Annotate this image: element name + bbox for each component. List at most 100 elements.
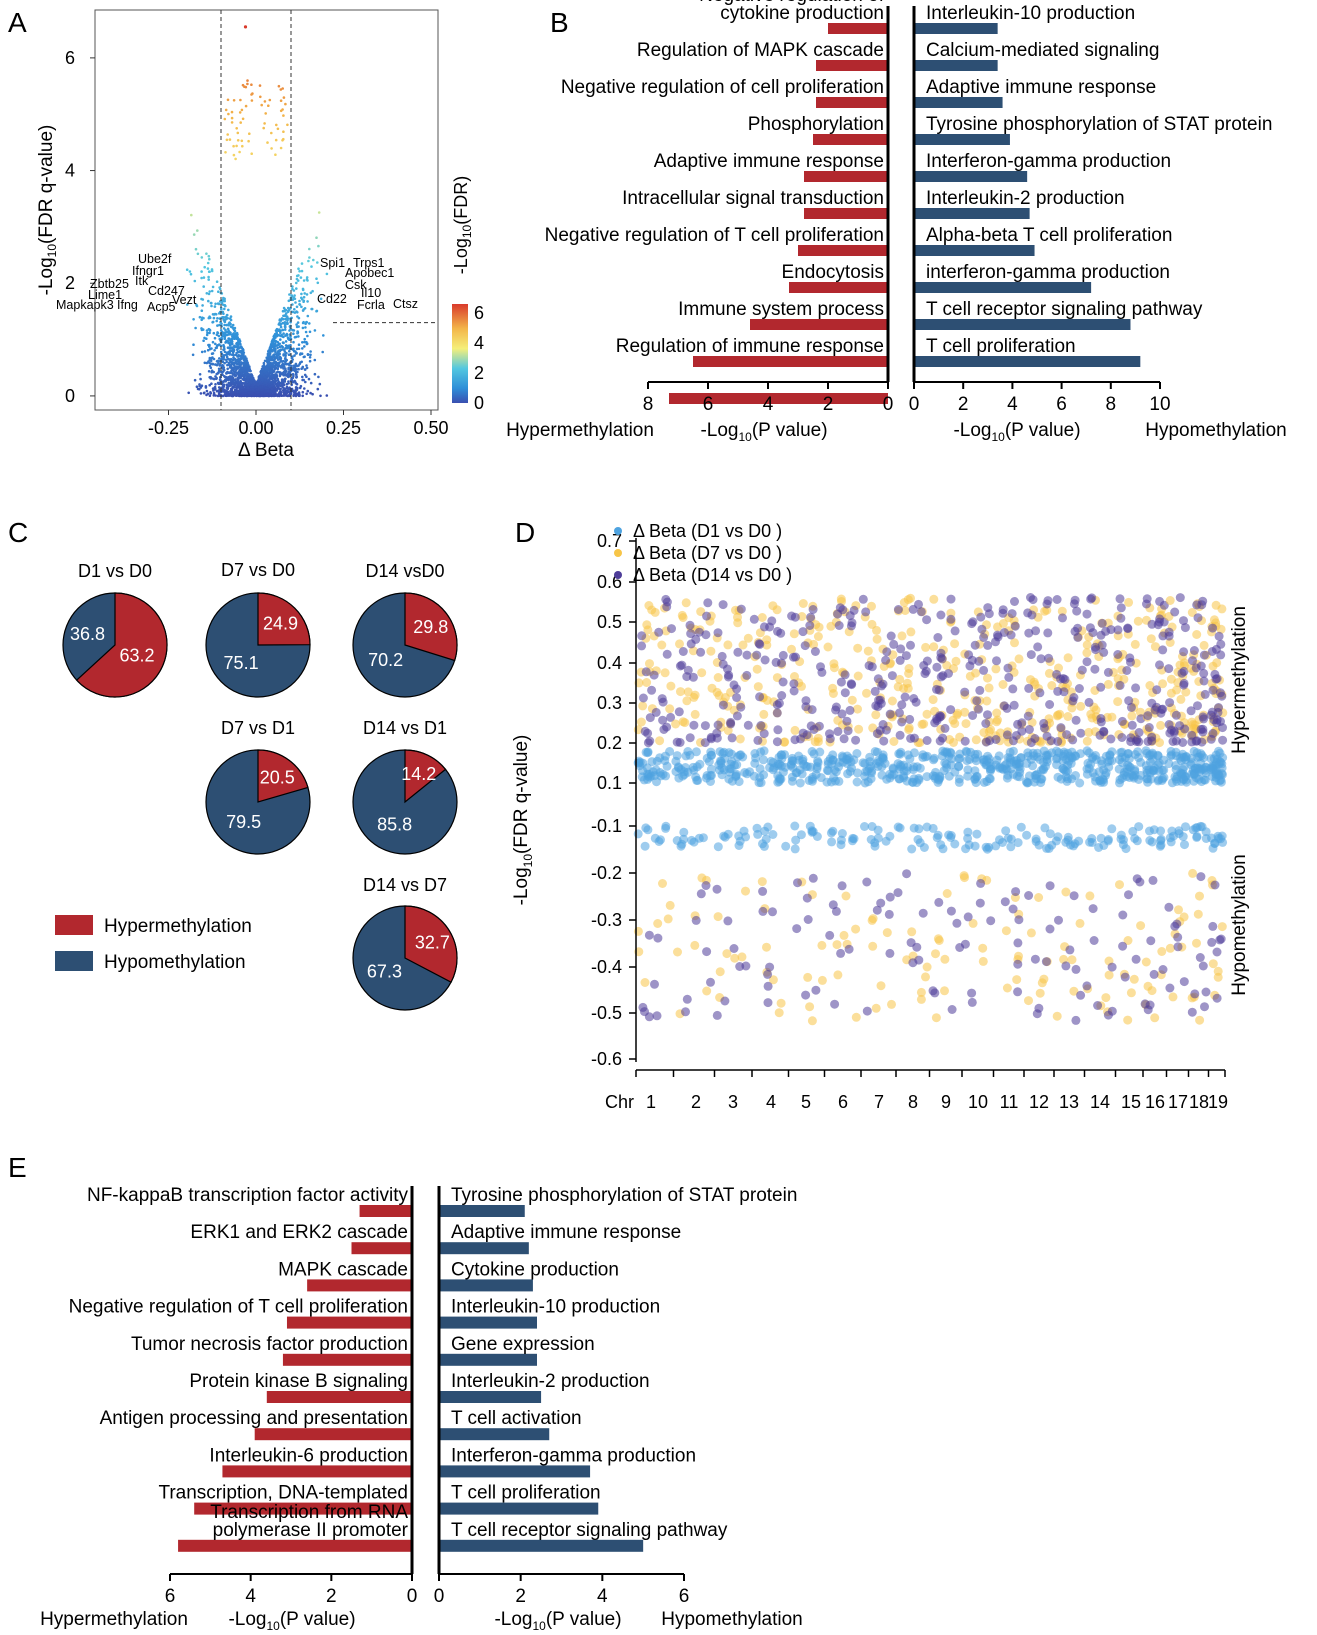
manhattan-point-d7: [829, 659, 839, 669]
manhattan-point-d14: [1082, 657, 1092, 667]
manhattan-point-d1: [1085, 837, 1095, 847]
manhattan-point-d14: [1096, 714, 1106, 723]
manhattan-point-d7: [992, 717, 1002, 727]
manhattan-point-d14: [870, 686, 880, 696]
volcano-point: [230, 121, 234, 124]
volcano-point: [260, 371, 264, 375]
manhattan-point-d14: [946, 594, 956, 604]
manhattan-point-d1: [672, 751, 682, 761]
b-axes: 8 6 4 2 0 0 2 4 6 8 10: [643, 6, 1171, 415]
volcano-point: [288, 293, 291, 296]
manhattan-point-d14: [701, 881, 711, 890]
volcano-point: [213, 336, 217, 340]
manhattan-point-d14: [872, 905, 882, 915]
manhattan-point-d1: [896, 762, 906, 772]
volcano-point: [313, 329, 317, 332]
volcano-point: [217, 386, 221, 389]
manhattan-point-d14: [645, 736, 655, 746]
manhattan-point-d1: [866, 835, 876, 844]
gene-label: Csk: [345, 278, 367, 292]
manhattan-point-d14: [922, 736, 932, 745]
manhattan-point-d14: [726, 717, 736, 727]
manhattan-point-d1: [1061, 837, 1071, 847]
volcano-point: [228, 317, 232, 320]
volcano-point: [296, 321, 300, 324]
manhattan-point-d14: [918, 908, 928, 918]
manhattan-point-d7: [797, 612, 807, 621]
manhattan-point-d7: [702, 986, 712, 996]
manhattan-point-d14: [802, 730, 812, 740]
volcano-point: [284, 102, 287, 106]
manhattan-point-d7: [984, 683, 994, 693]
manhattan-point-d1: [1117, 773, 1127, 783]
volcano-point: [291, 358, 295, 361]
manhattan-point-d1: [781, 841, 791, 851]
volcano-point: [226, 367, 229, 371]
manhattan-point-d14: [881, 655, 891, 665]
manhattan-point-d1: [1105, 756, 1114, 765]
volcano-point: [297, 316, 301, 320]
manhattan-point-d1: [1166, 837, 1176, 847]
manhattan-point-d7: [832, 940, 842, 950]
manhattan-point-d1: [885, 773, 895, 783]
volcano-point: [295, 323, 298, 326]
manhattan-point-d7: [735, 734, 745, 744]
volcano-point: [295, 382, 299, 386]
manhattan-point-d14: [1071, 1015, 1081, 1025]
manhattan-point-d14: [723, 672, 733, 682]
manhattan-point-d14: [1126, 657, 1135, 667]
right-category-label: Interleukin-10 production: [451, 1297, 660, 1318]
manhattan-point-d14: [732, 711, 742, 721]
volcano-point: [187, 391, 190, 395]
volcano-point: [237, 344, 240, 347]
manhattan-y-axis-label: -Log10(FDR q-value): [511, 735, 535, 906]
volcano-point: [297, 335, 300, 338]
volcano-point: [190, 213, 193, 217]
manhattan-point-d7: [953, 708, 963, 718]
volcano-point: [206, 267, 210, 270]
manhattan-point-d1: [827, 759, 837, 769]
gene-label: Ube2f: [138, 252, 172, 266]
manhattan-point-d14: [1010, 597, 1019, 606]
manhattan-point-d14: [940, 723, 950, 733]
volcano-point: [280, 360, 284, 363]
manhattan-point-d7: [922, 709, 932, 719]
volcano-point: [298, 299, 301, 303]
manhattan-point-d14: [753, 735, 763, 745]
manhattan-point-d7: [787, 644, 796, 654]
volcano-point: [271, 393, 274, 397]
volcano-point: [221, 311, 224, 314]
manhattan-point-d7: [666, 681, 676, 691]
manhattan-point-d14: [960, 736, 970, 746]
volcano-point: [296, 332, 299, 335]
manhattan-point-d14: [1201, 987, 1211, 997]
manhattan-point-d1: [1171, 761, 1181, 770]
manhattan-point-d7: [683, 687, 693, 697]
manhattan-point-d14: [935, 712, 945, 722]
manhattan-point-d14: [1142, 599, 1151, 609]
volcano-point: [282, 367, 285, 370]
volcano-point: [273, 377, 277, 381]
manhattan-point-d1: [776, 750, 786, 760]
volcano-y-tick-label: 2: [65, 273, 75, 293]
manhattan-point-d14: [1090, 664, 1100, 674]
volcano-point: [279, 338, 282, 341]
manhattan-point-d14: [1107, 1006, 1117, 1016]
volcano-point: [310, 265, 313, 268]
manhattan-point-d1: [1043, 750, 1053, 760]
volcano-point: [275, 388, 279, 392]
manhattan-point-d1: [647, 757, 657, 767]
manhattan-point-d1: [1101, 770, 1110, 780]
manhattan-point-d14: [901, 651, 911, 661]
manhattan-point-d14: [800, 641, 810, 651]
manhattan-point-d14: [789, 679, 799, 689]
manhattan-point-d14: [742, 670, 752, 680]
manhattan-point-d14: [645, 713, 655, 723]
manhattan-point-d14: [1071, 964, 1081, 974]
volcano-point: [188, 270, 192, 273]
volcano-point: [250, 93, 253, 96]
manhattan-point-d14: [686, 629, 696, 639]
volcano-point: [283, 350, 287, 353]
